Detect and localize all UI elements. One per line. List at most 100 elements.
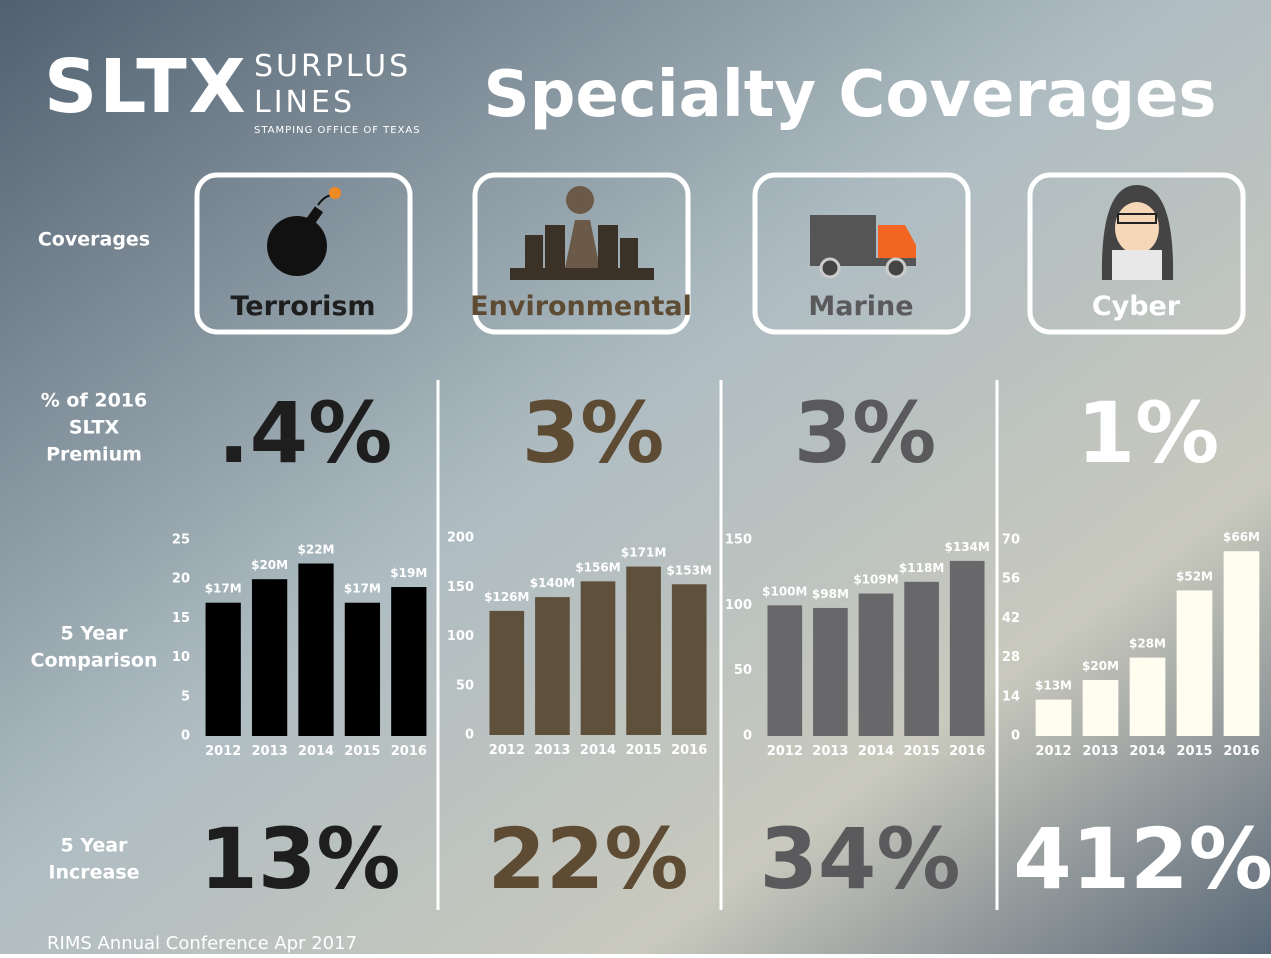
y-tick-label: 200	[447, 531, 474, 546]
x-tick-label: 2013	[534, 743, 570, 758]
x-tick-label: 2014	[298, 744, 334, 759]
value-label: $17M	[344, 582, 381, 596]
row-label: % of 2016	[41, 390, 147, 412]
bar	[391, 587, 427, 736]
coverage-box	[472, 172, 691, 335]
bar	[205, 602, 241, 736]
x-tick-label: 2016	[1223, 744, 1259, 759]
value-label: $22M	[298, 543, 335, 557]
bar	[1129, 657, 1166, 736]
value-label: $156M	[575, 560, 620, 574]
truck-icon	[810, 215, 916, 279]
y-tick-label: 70	[1002, 533, 1020, 548]
x-tick-label: 2012	[205, 744, 241, 759]
bar	[767, 605, 803, 736]
y-tick-label: 150	[725, 533, 752, 548]
value-label: $171M	[621, 546, 666, 560]
x-tick-label: 2013	[1082, 744, 1118, 759]
y-tick-label: 100	[447, 629, 474, 644]
title: Specialty Coverages	[483, 58, 1216, 132]
row-label: Increase	[48, 862, 139, 884]
premium-share: 3%	[522, 384, 665, 482]
bar	[1176, 590, 1213, 736]
y-tick-label: 0	[181, 729, 190, 744]
y-tick-label: 15	[172, 611, 190, 626]
y-tick-label: 14	[1002, 689, 1020, 704]
y-tick-label: 42	[1002, 611, 1020, 626]
increase: 412%	[1013, 810, 1271, 908]
coverage-name: Terrorism	[230, 291, 375, 322]
bar	[251, 579, 288, 736]
bar	[1223, 551, 1260, 736]
x-tick-label: 2012	[1035, 744, 1071, 759]
value-label: $17M	[205, 582, 242, 596]
bar	[813, 607, 848, 736]
x-tick-label: 2015	[626, 743, 662, 758]
hacker-icon	[1101, 185, 1174, 280]
bar	[949, 560, 985, 736]
value-label: $13M	[1035, 679, 1072, 693]
x-tick-label: 2014	[858, 744, 894, 759]
logo-tagline: STAMPING OFFICE OF TEXAS	[254, 125, 421, 136]
bar	[904, 581, 939, 736]
y-tick-label: 50	[734, 663, 752, 678]
bar	[671, 584, 707, 735]
y-tick-label: 0	[743, 729, 752, 744]
increase: 13%	[199, 810, 400, 908]
x-tick-label: 2012	[489, 743, 525, 758]
y-tick-label: 20	[172, 572, 190, 587]
x-tick-label: 2016	[391, 744, 427, 759]
value-label: $20M	[1082, 659, 1119, 673]
logo-main: SLTX	[44, 44, 248, 130]
value-label: $100M	[762, 584, 807, 598]
row-label: SLTX	[69, 417, 120, 439]
x-tick-label: 2012	[767, 744, 803, 759]
bar	[489, 610, 525, 735]
increase: 34%	[759, 810, 960, 908]
y-tick-label: 10	[172, 650, 190, 665]
factory-icon	[510, 186, 654, 280]
value-label: $98M	[812, 587, 849, 601]
coverage-box	[194, 172, 413, 335]
value-label: $19M	[390, 566, 427, 580]
x-tick-label: 2015	[1176, 744, 1212, 759]
x-tick-label: 2016	[949, 744, 985, 759]
y-tick-label: 150	[447, 580, 474, 595]
row-label: 5 Year	[61, 623, 129, 645]
coverage-box	[752, 172, 971, 335]
bar	[1035, 699, 1072, 736]
x-tick-label: 2015	[344, 744, 380, 759]
logo: SLTX SURPLUS LINES STAMPING OFFICE OF TE…	[44, 44, 421, 136]
bar	[580, 581, 616, 735]
coverage-name: Marine	[808, 291, 913, 322]
bar	[858, 593, 894, 736]
x-tick-label: 2014	[580, 743, 616, 758]
bar	[535, 597, 570, 735]
premium-share: 1%	[1077, 384, 1220, 482]
value-label: $126M	[484, 590, 529, 604]
bar	[298, 563, 334, 736]
value-label: $118M	[899, 561, 944, 575]
bar	[344, 602, 381, 736]
row-label: 5 Year	[61, 835, 129, 857]
coverage-name: Environmental	[470, 291, 692, 322]
logo-line: SURPLUS	[254, 49, 411, 84]
y-tick-label: 0	[465, 728, 474, 743]
y-tick-label: 0	[1011, 729, 1020, 744]
x-tick-label: 2013	[252, 744, 288, 759]
coverage-name: Cyber	[1092, 291, 1181, 322]
premium-share: 3%	[794, 384, 937, 482]
bar	[1082, 680, 1119, 736]
value-label: $140M	[530, 576, 575, 590]
x-tick-label: 2015	[904, 744, 940, 759]
value-label: $28M	[1129, 637, 1166, 651]
bar	[626, 566, 661, 735]
bomb-icon	[267, 187, 341, 276]
y-tick-label: 5	[181, 689, 190, 704]
y-tick-label: 50	[456, 678, 474, 693]
footer: RIMS Annual Conference Apr 2017	[47, 933, 357, 954]
y-tick-label: 25	[172, 533, 190, 548]
value-label: $134M	[945, 540, 990, 554]
